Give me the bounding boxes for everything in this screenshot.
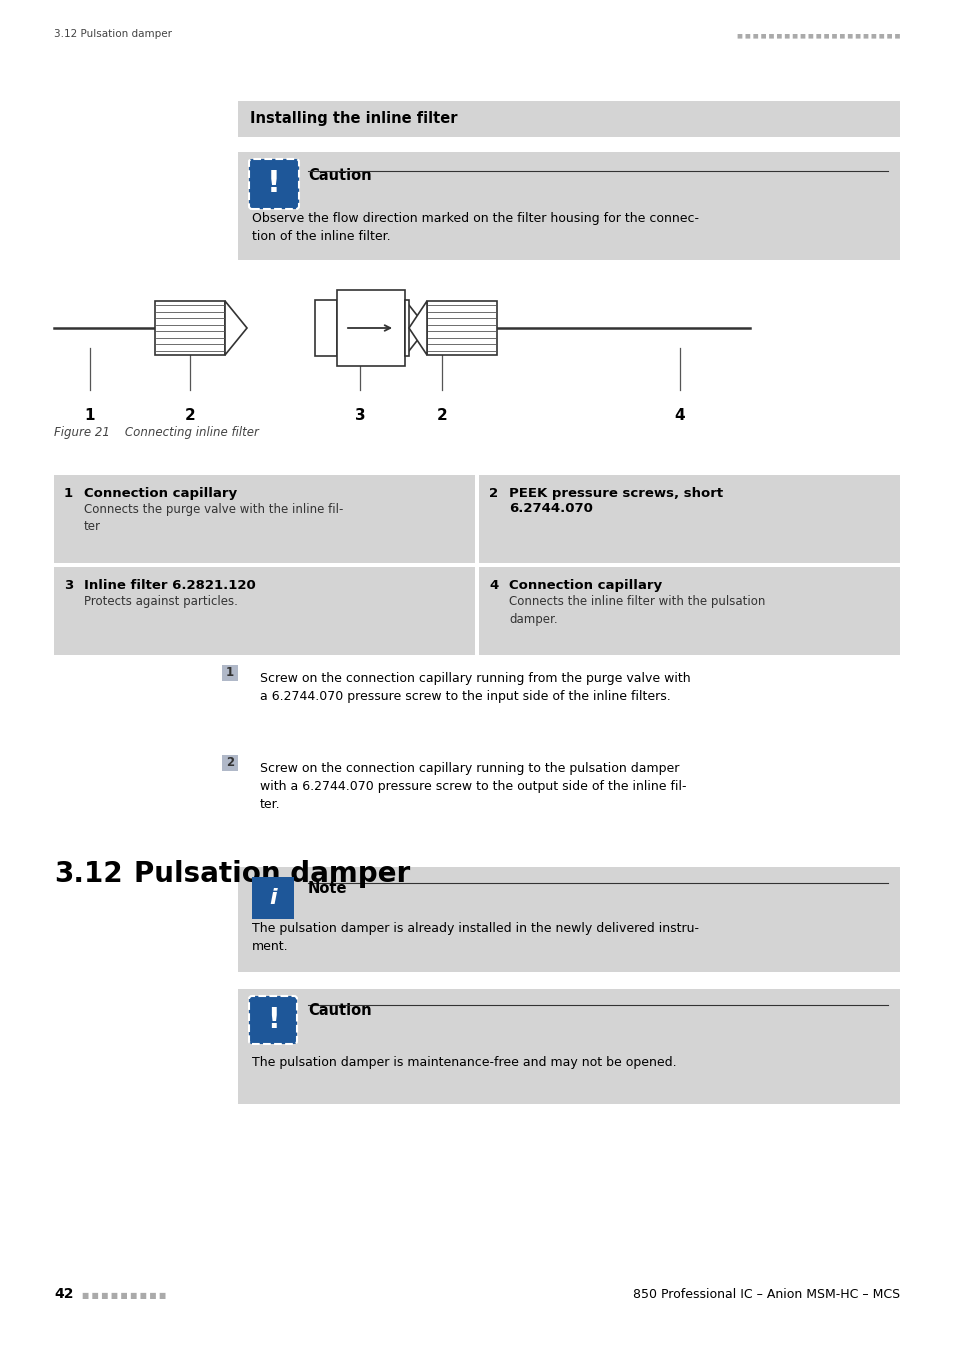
Text: Connection capillary: Connection capillary [509, 579, 661, 593]
FancyBboxPatch shape [237, 867, 899, 972]
Text: 3: 3 [355, 408, 365, 423]
Text: 42: 42 [54, 1287, 73, 1301]
FancyBboxPatch shape [427, 301, 497, 355]
Text: Pulsation damper: Pulsation damper [133, 860, 410, 888]
Text: 1: 1 [64, 487, 73, 500]
FancyBboxPatch shape [154, 301, 225, 355]
Text: Caution: Caution [308, 167, 372, 184]
FancyBboxPatch shape [314, 300, 336, 356]
FancyBboxPatch shape [222, 755, 237, 771]
Text: 3.12: 3.12 [54, 860, 123, 888]
Text: Observe the flow direction marked on the filter housing for the connec-
tion of : Observe the flow direction marked on the… [252, 212, 699, 243]
Polygon shape [225, 301, 247, 355]
FancyBboxPatch shape [478, 475, 899, 563]
Text: 2: 2 [226, 756, 233, 770]
Text: Inline filter 6.2821.120: Inline filter 6.2821.120 [84, 579, 255, 593]
Text: 2: 2 [185, 408, 195, 423]
Polygon shape [409, 301, 427, 355]
Text: 1: 1 [226, 667, 233, 679]
Text: Protects against particles.: Protects against particles. [84, 595, 237, 608]
Text: 3: 3 [64, 579, 73, 593]
Text: ■ ■ ■ ■ ■ ■ ■ ■ ■ ■ ■ ■ ■ ■ ■ ■ ■ ■ ■ ■ ■: ■ ■ ■ ■ ■ ■ ■ ■ ■ ■ ■ ■ ■ ■ ■ ■ ■ ■ ■ ■ … [736, 32, 899, 38]
Text: Caution: Caution [308, 1003, 372, 1018]
Text: Screw on the connection capillary running to the pulsation damper
with a 6.2744.: Screw on the connection capillary runnin… [260, 761, 686, 811]
Text: 6.2744.070: 6.2744.070 [509, 502, 592, 514]
FancyBboxPatch shape [252, 878, 294, 919]
FancyBboxPatch shape [249, 996, 296, 1044]
Text: 1: 1 [85, 408, 95, 423]
Text: PEEK pressure screws, short: PEEK pressure screws, short [509, 487, 722, 500]
Text: Screw on the connection capillary running from the purge valve with
a 6.2744.070: Screw on the connection capillary runnin… [260, 672, 690, 703]
Text: The pulsation damper is already installed in the newly delivered instru-
ment.: The pulsation damper is already installe… [252, 922, 699, 953]
Text: ■ ■ ■ ■ ■ ■ ■ ■ ■: ■ ■ ■ ■ ■ ■ ■ ■ ■ [82, 1291, 166, 1300]
Text: 4: 4 [674, 408, 684, 423]
Text: i: i [269, 888, 276, 909]
Text: Note: Note [308, 882, 347, 896]
Text: 4: 4 [489, 579, 497, 593]
FancyBboxPatch shape [249, 159, 298, 209]
FancyBboxPatch shape [237, 990, 899, 1104]
Text: Installing the inline filter: Installing the inline filter [250, 112, 457, 127]
Text: 850 Professional IC – Anion MSM-HC – MCS: 850 Professional IC – Anion MSM-HC – MCS [632, 1288, 899, 1301]
FancyBboxPatch shape [478, 567, 899, 655]
Text: 3.12 Pulsation damper: 3.12 Pulsation damper [54, 28, 172, 39]
Text: Connects the inline filter with the pulsation
damper.: Connects the inline filter with the puls… [509, 595, 764, 625]
Text: 2: 2 [436, 408, 447, 423]
FancyBboxPatch shape [336, 290, 405, 366]
Text: Connection capillary: Connection capillary [84, 487, 237, 500]
Text: The pulsation damper is maintenance-free and may not be opened.: The pulsation damper is maintenance-free… [252, 1056, 676, 1069]
FancyBboxPatch shape [237, 153, 899, 261]
FancyBboxPatch shape [54, 567, 475, 655]
Polygon shape [405, 300, 427, 356]
Text: Connects the purge valve with the inline fil-
ter: Connects the purge valve with the inline… [84, 504, 343, 533]
FancyBboxPatch shape [405, 300, 409, 356]
Text: !: ! [267, 1006, 279, 1034]
Text: Figure 21    Connecting inline filter: Figure 21 Connecting inline filter [54, 427, 258, 439]
FancyBboxPatch shape [54, 475, 475, 563]
Text: !: ! [267, 170, 280, 198]
FancyBboxPatch shape [237, 101, 899, 136]
FancyBboxPatch shape [222, 666, 237, 680]
Text: 2: 2 [489, 487, 497, 500]
